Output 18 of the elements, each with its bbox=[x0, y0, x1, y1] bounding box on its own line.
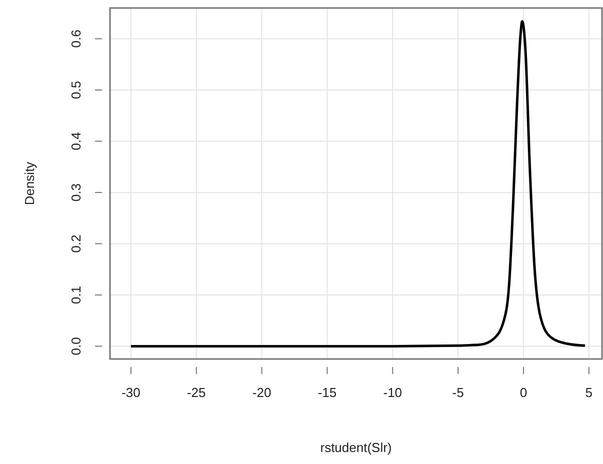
x-tick-label: -15 bbox=[318, 385, 337, 400]
y-axis-title: Density bbox=[22, 161, 37, 206]
y-tick-label: 0.0 bbox=[68, 337, 84, 356]
x-tick-label: -5 bbox=[452, 385, 464, 400]
x-tick-label: 0 bbox=[520, 385, 528, 400]
y-tick-label: 0.4 bbox=[68, 132, 84, 150]
x-tick-label: 5 bbox=[585, 385, 593, 400]
y-tick-label: 0.5 bbox=[68, 80, 84, 100]
x-axis-title: rstudent(Slr) bbox=[320, 440, 392, 455]
line-series bbox=[130, 20, 586, 348]
x-tick-label: -20 bbox=[252, 385, 272, 400]
y-tick-label: 0.2 bbox=[68, 234, 84, 253]
x-tick-label: -25 bbox=[186, 385, 206, 400]
x-tick-label: -10 bbox=[383, 385, 402, 400]
x-tick-label: -30 bbox=[122, 385, 140, 400]
y-tick-label: 0.3 bbox=[68, 183, 84, 202]
y-tick-label: 0.1 bbox=[68, 286, 84, 304]
y-tick-label: 0.6 bbox=[68, 30, 84, 48]
